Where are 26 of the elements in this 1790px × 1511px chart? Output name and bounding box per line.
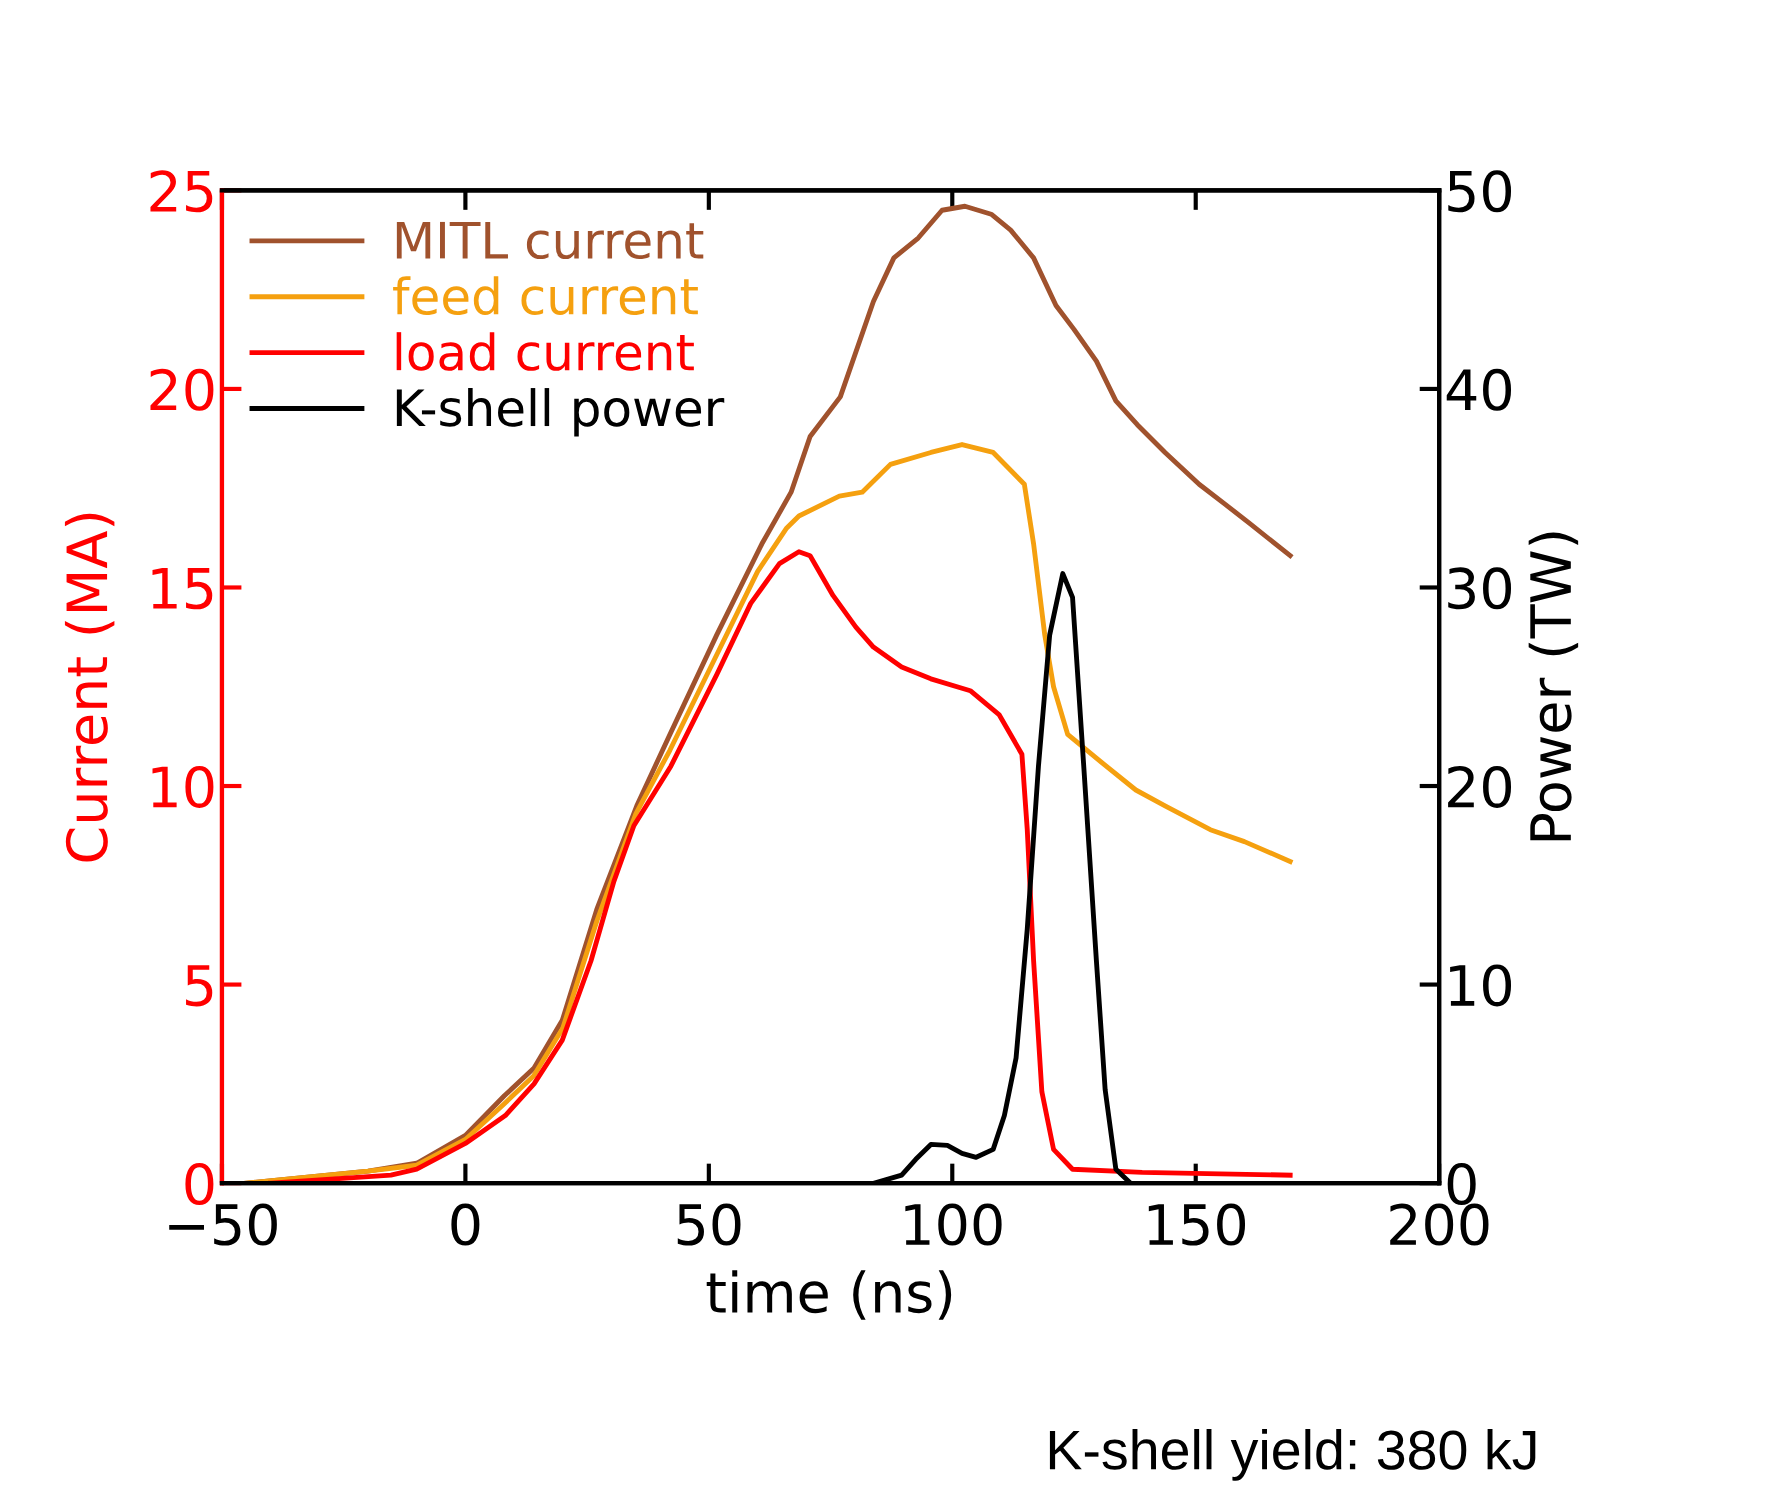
x-tick-label: 100 (905, 1203, 1002, 1246)
legend-label: feed current (393, 276, 698, 315)
y2-tick-label: 50 (1448, 170, 1512, 213)
x-tick-label: 200 (1390, 1203, 1489, 1246)
y-tick-label: 0 (185, 1162, 214, 1206)
y2-tick-label: 20 (1448, 765, 1512, 808)
legend-label: load current (396, 332, 694, 371)
y2-tick-label: 30 (1448, 567, 1512, 610)
text: K-shell yield: 380 kJ (1049, 1428, 1536, 1481)
y-tick-label: 20 (150, 368, 214, 411)
y2-tick-label: 10 (1450, 964, 1512, 1007)
x-tick-label: −50 (169, 1203, 277, 1246)
legend-label: K-shell power (396, 388, 725, 437)
y-tick-label: 5 (186, 965, 213, 1007)
legend-label: MITL current (396, 221, 704, 260)
y-tick-label: 10 (152, 765, 214, 808)
x-tick-label: 50 (677, 1203, 741, 1246)
x-tick-label: 150 (1148, 1203, 1246, 1246)
y2-tick-label: 40 (1446, 368, 1512, 411)
y-tick-label: 25 (150, 170, 213, 213)
y2-axis-title: Power (TW) (1528, 532, 1579, 841)
y-axis-title: Current (MA) (64, 513, 115, 862)
y-tick-label: 15 (152, 568, 213, 610)
y2-tick-label: 0 (1447, 1162, 1476, 1206)
x-axis-title: time (ns) (706, 1270, 952, 1320)
x-tick-label: 0 (451, 1203, 480, 1246)
